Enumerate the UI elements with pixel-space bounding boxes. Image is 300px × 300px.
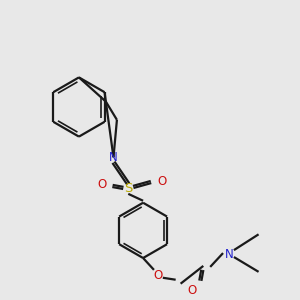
Text: O: O bbox=[97, 178, 106, 191]
Text: O: O bbox=[157, 175, 167, 188]
Text: O: O bbox=[153, 269, 163, 282]
Text: S: S bbox=[124, 182, 133, 195]
Text: N: N bbox=[225, 248, 233, 261]
Text: O: O bbox=[188, 284, 197, 297]
Text: N: N bbox=[109, 151, 118, 164]
